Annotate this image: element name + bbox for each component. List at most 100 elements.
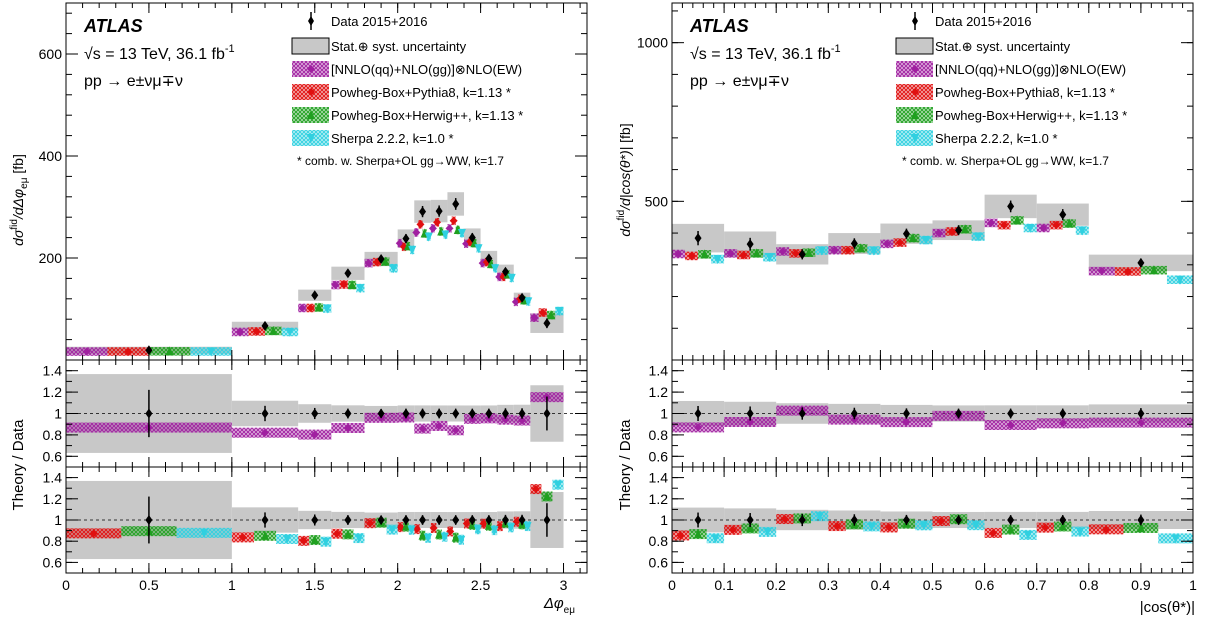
data-point-8 bbox=[1137, 257, 1145, 268]
energy-label-right: √s = 13 TeV, 36.1 fb-1 bbox=[690, 43, 841, 63]
left-legend: ATLAS √s = 13 TeV, 36.1 fb-1 pp → e±νμ∓ν… bbox=[83, 12, 523, 168]
legend-footnote: * comb. w. Sherpa+OL gg→WW, k=1.7 bbox=[297, 154, 504, 168]
data-point-12 bbox=[518, 408, 526, 419]
legend-label-powheg-herwig: Powheg-Box+Herwig++, k=1.13 * bbox=[331, 108, 523, 123]
data-point-7 bbox=[435, 206, 443, 217]
sherpa-marker-7 bbox=[1076, 527, 1085, 537]
powheg_herwig-marker-8 bbox=[451, 532, 460, 542]
x-tick-label: 0.4 bbox=[871, 577, 891, 593]
nnlo-marker-2 bbox=[310, 430, 319, 439]
y-tick-label: 0.8 bbox=[43, 533, 63, 549]
powheg_herwig-marker-8 bbox=[1136, 522, 1145, 532]
powheg_herwig-marker-0 bbox=[694, 529, 703, 539]
data-point-8 bbox=[1137, 408, 1145, 419]
powheg_herwig-marker-0 bbox=[165, 346, 174, 356]
nnlo-marker-8 bbox=[451, 426, 460, 435]
sherpa-marker-11 bbox=[507, 523, 516, 533]
data-point-2 bbox=[311, 290, 319, 301]
legend-label-uncertainty-right: Stat.⊕ syst. uncertainty bbox=[935, 39, 1071, 54]
data-point-3 bbox=[850, 408, 858, 419]
sherpa-marker-7 bbox=[1078, 226, 1087, 236]
powheg_herwig-marker-2 bbox=[310, 535, 319, 545]
right-ratio-y-title: Theory / Data bbox=[617, 419, 634, 511]
data-point-10 bbox=[485, 253, 493, 264]
atlas-label-right: ATLAS bbox=[689, 16, 749, 36]
powheg_herwig-marker-4 bbox=[381, 256, 390, 266]
nnlo-marker-7 bbox=[428, 224, 437, 233]
x-tick-label: 1.5 bbox=[305, 577, 325, 593]
nnlo-marker-3 bbox=[343, 423, 352, 432]
powheg_pythia-marker-2 bbox=[299, 536, 308, 545]
legend-entry-nnlo-right: [NNLO(qq)+NLO(gg)]⊗NLO(EW) bbox=[896, 61, 1126, 77]
nnlo-marker-8 bbox=[445, 224, 454, 233]
legend-label-sherpa: Sherpa 2.2.2, k=1.0 * bbox=[331, 131, 454, 146]
x-tick-label: 0.1 bbox=[714, 577, 734, 593]
legend-label-powheg-herwig-right: Powheg-Box+Herwig++, k=1.13 * bbox=[935, 108, 1127, 123]
data-point-2 bbox=[311, 408, 319, 419]
powheg_pythia-marker-5 bbox=[948, 227, 957, 236]
sherpa-marker-0 bbox=[200, 528, 209, 538]
y-tick-label: 1.2 bbox=[43, 491, 63, 507]
data-point-2 bbox=[311, 515, 319, 525]
x-tick-label: 2 bbox=[394, 577, 402, 593]
y-tick-label: 0.8 bbox=[649, 427, 669, 443]
sherpa-marker-8 bbox=[457, 229, 466, 239]
powheg_herwig-marker-2 bbox=[314, 302, 323, 312]
data-point-6 bbox=[1007, 408, 1015, 419]
x-tick-label: 0 bbox=[668, 577, 676, 593]
nnlo-marker-3 bbox=[331, 281, 340, 290]
legend-label-sherpa-right: Sherpa 2.2.2, k=1.0 * bbox=[935, 131, 1058, 146]
sherpa-marker-0 bbox=[713, 255, 722, 265]
y-tick-label: 500 bbox=[645, 193, 669, 209]
powheg_herwig-marker-5 bbox=[401, 521, 410, 531]
data-point-11 bbox=[501, 408, 509, 419]
sherpa-marker-7 bbox=[441, 230, 450, 240]
data-point-8 bbox=[452, 198, 460, 209]
powheg_pythia-marker-8 bbox=[1123, 267, 1132, 276]
nnlo-marker-2 bbox=[298, 303, 307, 312]
nnlo-marker-1 bbox=[746, 418, 755, 427]
nnlo-marker-4 bbox=[902, 418, 911, 427]
energy-label: √s = 13 TeV, 36.1 fb-1 bbox=[84, 43, 235, 63]
powheg_herwig-marker-1 bbox=[752, 248, 761, 258]
data-point-10 bbox=[485, 408, 493, 419]
nnlo-marker-8 bbox=[1097, 267, 1106, 276]
powheg_pythia-marker-1 bbox=[238, 533, 247, 542]
atlas-label: ATLAS bbox=[83, 16, 143, 36]
sherpa-marker-10 bbox=[491, 264, 500, 274]
right-plot: 500 1000 0.6 0.8 1 1.2 1.4 0.6 0.8 1 1.2 1.4 0 0.1 0.2… bbox=[616, 2, 1197, 616]
nnlo-marker-4 bbox=[364, 259, 373, 268]
sherpa-marker-0 bbox=[207, 347, 216, 357]
powheg_pythia-marker-0 bbox=[124, 347, 133, 356]
legend-entry-powheg-herwig-right: Powheg-Box+Herwig++, k=1.13 * bbox=[896, 107, 1127, 123]
left-plot: 200 400 600 0.6 0.8 1 1.2 1.4 0.6 0.8 1 1.2 1.4 0 0.5 1… bbox=[9, 2, 588, 616]
left-ratio-y-title: Theory / Data bbox=[10, 419, 27, 511]
x-tick-label: 1 bbox=[228, 577, 236, 593]
nnlo-marker-2 bbox=[778, 247, 787, 256]
powheg_herwig-marker-1 bbox=[746, 523, 755, 533]
right-x-title: |cos(θ*)| bbox=[1140, 599, 1195, 616]
x-tick-label: 0.7 bbox=[1027, 577, 1047, 593]
powheg_pythia-marker-1 bbox=[252, 327, 261, 336]
sherpa-marker-10 bbox=[490, 526, 499, 536]
data-point-13 bbox=[543, 318, 551, 329]
legend-entry-nnlo: [NNLO(qq)+NLO(gg)]⊗NLO(EW) bbox=[292, 61, 522, 77]
powheg_herwig-marker-6 bbox=[1006, 524, 1015, 534]
nnlo-marker-6 bbox=[987, 218, 996, 227]
y-tick-label: 1 bbox=[54, 406, 62, 422]
powheg_pythia-marker-2 bbox=[780, 515, 789, 524]
powheg_pythia-marker-6 bbox=[989, 528, 998, 537]
ratio-panel-0-2: 0.6 0.8 1 1.2 1.4 0 0.5 1 1.5 2 2.5 3 bbox=[43, 466, 588, 593]
powheg_pythia-marker-13 bbox=[538, 308, 547, 317]
sherpa-marker-9 bbox=[473, 525, 482, 535]
nnlo-marker-7 bbox=[1058, 419, 1067, 428]
nnlo-marker-3 bbox=[830, 246, 839, 255]
data-point-7 bbox=[435, 408, 443, 419]
sherpa-marker-4 bbox=[921, 236, 930, 246]
right-legend: ATLAS √s = 13 TeV, 36.1 fb-1 pp → e±νμ∓ν… bbox=[689, 12, 1127, 168]
y-tick-label: 400 bbox=[39, 148, 63, 164]
nnlo-marker-13 bbox=[530, 313, 539, 322]
x-tick-label: 1 bbox=[1189, 577, 1197, 593]
powheg_pythia-marker-3 bbox=[332, 529, 341, 538]
data-point-6 bbox=[1007, 201, 1015, 212]
